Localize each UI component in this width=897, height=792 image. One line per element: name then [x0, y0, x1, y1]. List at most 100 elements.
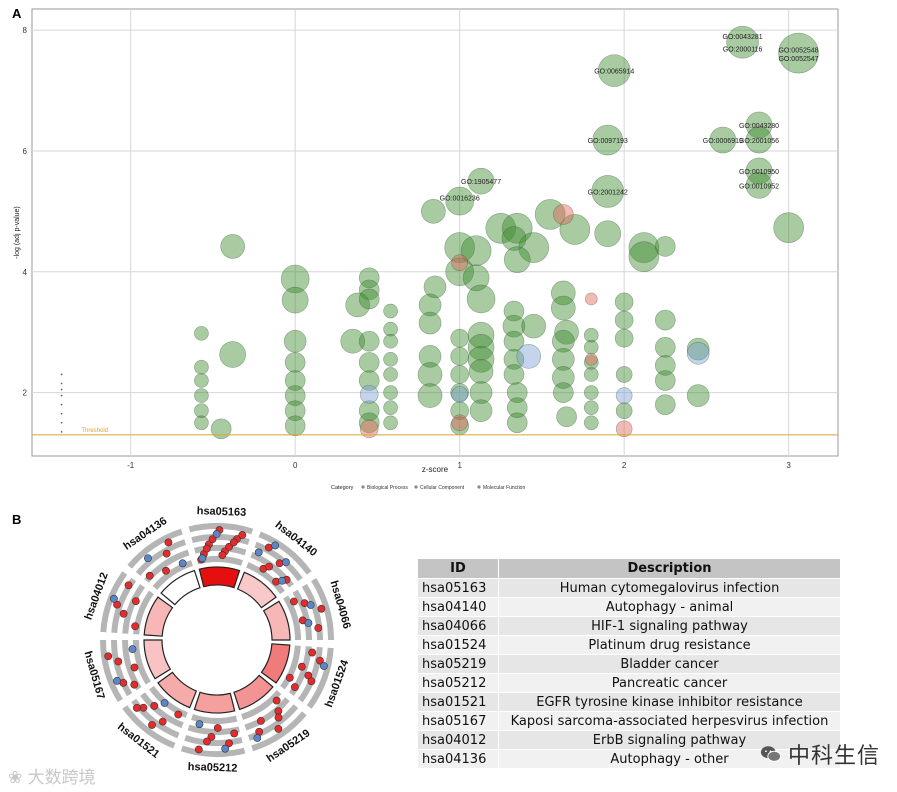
- gene-band: [111, 640, 133, 697]
- bubble-point: [654, 394, 676, 415]
- bubble-point: [284, 352, 306, 373]
- gene-band: [144, 549, 190, 583]
- bubble-point: [283, 329, 307, 353]
- legend-entry-label: Cellular Component: [420, 485, 465, 491]
- bubble-point: [358, 370, 380, 391]
- bubble-point: [418, 293, 442, 317]
- bubble-point: [345, 292, 370, 318]
- bubble-point: [654, 336, 676, 358]
- bubble-point: [451, 254, 468, 272]
- bubble-point: [583, 355, 599, 370]
- bubble-point: [358, 288, 380, 310]
- up-regulated-point: [265, 562, 274, 571]
- go-term-label: GO:0010950: [739, 169, 779, 176]
- bubble-point: [219, 341, 246, 368]
- bubble-point: [778, 32, 819, 74]
- bubble-point: [553, 382, 574, 403]
- bubble-point: [194, 326, 209, 341]
- go-term-label: GO:0065914: [594, 69, 634, 76]
- table-cell-description: Pancreatic cancer: [498, 673, 841, 693]
- up-regulated-point: [130, 680, 139, 689]
- bubble-point: [194, 388, 209, 403]
- down-regulated-point: [304, 619, 313, 627]
- gene-band: [140, 692, 184, 729]
- bubble-point: [614, 328, 634, 348]
- up-regulated-point: [145, 571, 154, 580]
- kegg-pathway-table: ID Description hsa05163 Human cytomegalov…: [417, 558, 841, 769]
- y-axis-title: -log (adj p-value): [14, 206, 21, 259]
- bubble-point: [506, 397, 528, 418]
- down-regulated-point: [253, 734, 262, 742]
- go-term-label: GO:0006919: [703, 138, 743, 145]
- gene-band: [280, 645, 301, 690]
- up-regulated-point: [194, 745, 203, 754]
- up-regulated-point: [162, 549, 171, 558]
- bubble-point: [194, 359, 209, 375]
- watermark-left: ❀ 大数跨境: [8, 763, 96, 788]
- up-regulated-point: [308, 648, 317, 657]
- legend-title: Category: [331, 485, 354, 491]
- table-row: hsa04012 ErbB signaling pathway: [417, 730, 841, 750]
- gene-band: [191, 714, 238, 724]
- up-regulated-point: [104, 652, 113, 661]
- bubble-point: [444, 232, 475, 263]
- bubble-point: [745, 172, 773, 199]
- bubble-point: [501, 212, 533, 244]
- up-regulated-point: [158, 717, 167, 726]
- bubble-point: [445, 257, 474, 287]
- x-tick-label: 1: [457, 461, 462, 470]
- bubble-point: [597, 54, 631, 87]
- bubble-point: [554, 319, 579, 345]
- up-regulated-point: [229, 538, 238, 547]
- up-regulated-point: [150, 702, 159, 710]
- go-term-label: GO:2001242: [588, 189, 628, 196]
- bubble-point: [584, 292, 598, 306]
- x-tick-label: 3: [786, 461, 791, 470]
- gene-band: [254, 541, 303, 582]
- up-regulated-point: [218, 551, 227, 560]
- bubble-point: [551, 280, 576, 306]
- bubble-point: [194, 373, 209, 388]
- bubble-point: [552, 366, 575, 389]
- bubble-point: [654, 236, 676, 257]
- table-cell-description: Human cytomegalovirus infection: [498, 578, 841, 598]
- bubble-point: [383, 367, 398, 382]
- bubble-point: [503, 330, 525, 352]
- zscore-segment: [260, 643, 291, 684]
- gene-band: [258, 531, 312, 575]
- table-cell-id: hsa01524: [417, 635, 499, 655]
- small-point: [60, 388, 63, 391]
- go-term-label: GO:0052548: [778, 47, 818, 54]
- bubble-point: [503, 300, 525, 322]
- bubble-point: [506, 382, 528, 403]
- small-point: [60, 382, 63, 385]
- bubble-point: [745, 157, 773, 185]
- bubble-point: [359, 385, 379, 404]
- zscore-segment: [143, 639, 172, 680]
- go-term-label: GO:0043281: [723, 34, 763, 41]
- bubble-point: [462, 264, 490, 292]
- bubble-point: [552, 329, 575, 353]
- gene-band: [187, 724, 240, 735]
- bubble-point: [583, 415, 599, 431]
- bubble-point: [686, 342, 710, 365]
- bubble-point: [503, 364, 525, 385]
- gene-band: [133, 590, 154, 635]
- bubble-point: [450, 401, 469, 420]
- bubble-point: [745, 111, 773, 139]
- table-cell-id: hsa04140: [417, 597, 499, 617]
- go-circle-plot: hsa05163hsa04140hsa04066hsa01524hsa05219…: [81, 505, 352, 775]
- bubble-point: [467, 346, 495, 373]
- bubble-point: [726, 25, 759, 59]
- down-regulated-point: [195, 720, 204, 729]
- go-term-label: GO:0016236: [440, 195, 480, 202]
- down-regulated-point: [144, 554, 152, 563]
- bubble-point: [615, 420, 633, 438]
- gene-band: [111, 577, 137, 634]
- x-tick-label: 2: [622, 461, 627, 470]
- table-header-row: ID Description: [417, 558, 841, 579]
- gene-band: [122, 705, 176, 749]
- up-regulated-point: [213, 724, 222, 732]
- bubble-point: [383, 321, 398, 337]
- y-tick-label: 8: [23, 26, 28, 35]
